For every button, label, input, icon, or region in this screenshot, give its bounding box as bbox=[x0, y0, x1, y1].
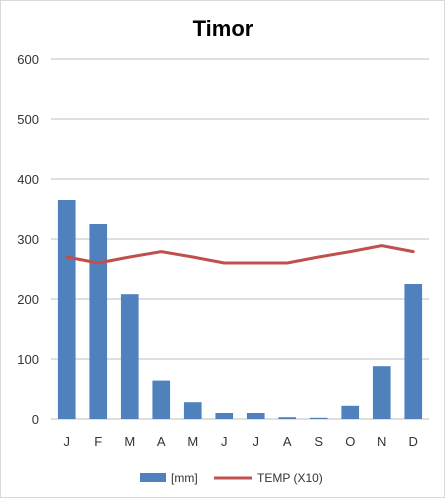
bar-d-11 bbox=[404, 284, 423, 419]
x-tick-label: O bbox=[345, 434, 355, 449]
temperature-point bbox=[412, 250, 415, 253]
temperature-point bbox=[254, 261, 257, 265]
temperature-line bbox=[65, 244, 415, 265]
temperature-point bbox=[160, 250, 163, 253]
bar-a-7 bbox=[278, 417, 297, 419]
temperature-point bbox=[191, 255, 194, 259]
temperature-point bbox=[349, 250, 352, 253]
y-tick-label: 200 bbox=[17, 292, 39, 307]
x-tick-label: A bbox=[157, 434, 166, 449]
x-tick-label: J bbox=[253, 434, 260, 449]
x-tick-label: N bbox=[377, 434, 386, 449]
legend-swatch-precipitation bbox=[140, 473, 166, 482]
bar-n-10 bbox=[372, 366, 391, 419]
legend: [mm] TEMP (X10) bbox=[140, 471, 323, 485]
bar-m-4 bbox=[183, 402, 202, 419]
bar-f-1 bbox=[89, 224, 108, 419]
chart-title: Timor bbox=[193, 16, 254, 41]
temperature-line-series bbox=[65, 244, 415, 265]
x-tick-label: M bbox=[124, 434, 135, 449]
temperature-point bbox=[317, 255, 320, 259]
x-tick-label: J bbox=[64, 434, 71, 449]
x-tick-label: S bbox=[314, 434, 323, 449]
x-tick-label: J bbox=[221, 434, 228, 449]
y-tick-label: 100 bbox=[17, 352, 39, 367]
bar-o-9 bbox=[341, 405, 360, 419]
bar-j-0 bbox=[57, 200, 76, 419]
legend-label-temperature: TEMP (X10) bbox=[257, 471, 323, 485]
x-tick-label: D bbox=[409, 434, 418, 449]
y-tick-label: 500 bbox=[17, 112, 39, 127]
y-tick-label: 400 bbox=[17, 172, 39, 187]
precipitation-bars bbox=[57, 200, 423, 419]
bar-j-5 bbox=[215, 413, 234, 419]
x-tick-label: A bbox=[283, 434, 292, 449]
temperature-point bbox=[128, 255, 131, 259]
bar-m-2 bbox=[120, 294, 139, 419]
x-tick-label: M bbox=[187, 434, 198, 449]
legend-label-precipitation: [mm] bbox=[171, 471, 198, 485]
bar-a-3 bbox=[152, 380, 171, 419]
y-tick-label: 600 bbox=[17, 52, 39, 67]
bar-j-6 bbox=[246, 413, 265, 419]
y-tick-label: 0 bbox=[32, 412, 39, 427]
gridlines bbox=[51, 58, 429, 420]
y-tick-label: 300 bbox=[17, 232, 39, 247]
y-axis-tick-labels: 0 100 200 300 400 500 600 bbox=[17, 52, 39, 427]
temperature-point bbox=[65, 255, 68, 259]
temperature-point bbox=[380, 244, 383, 247]
x-tick-label: F bbox=[94, 434, 102, 449]
temperature-point bbox=[223, 261, 226, 265]
bar-s-8 bbox=[309, 417, 328, 419]
temperature-point bbox=[286, 261, 289, 265]
temperature-point bbox=[97, 261, 100, 265]
